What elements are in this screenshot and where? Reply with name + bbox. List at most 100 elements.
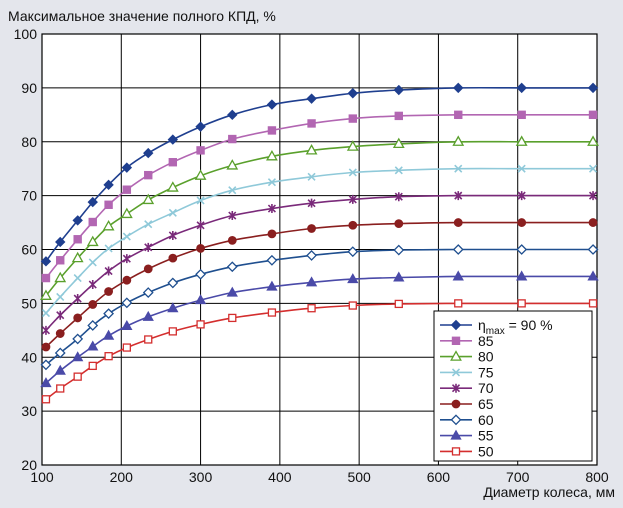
point-80-105	[40, 289, 52, 300]
point-90-300	[195, 121, 206, 132]
point-70-123	[56, 310, 65, 320]
point-50-390	[267, 308, 277, 317]
point-70-705	[517, 191, 526, 201]
point-50-184	[104, 352, 113, 361]
point-50-164	[88, 361, 97, 371]
point-60-550	[393, 244, 405, 256]
x-tick-label-200: 200	[110, 469, 134, 485]
series-90	[40, 82, 599, 267]
y-tick-label-50: 50	[21, 295, 37, 311]
point-50-123	[56, 384, 65, 393]
series-75	[41, 164, 598, 318]
x-tick-labels: 100 200 300 400 500 600 700 800	[30, 469, 609, 485]
point-85-265	[168, 158, 178, 167]
point-55-207	[121, 319, 133, 331]
point-60-145	[72, 333, 84, 345]
point-65-440	[307, 224, 316, 233]
legend-label-90: ηmax = 90 %	[478, 317, 553, 337]
point-85-207	[122, 185, 132, 194]
point-80-795	[587, 135, 599, 146]
legend-marker-75	[451, 368, 461, 377]
legend-marker-65	[451, 399, 461, 409]
point-75-492	[348, 168, 357, 177]
point-90-492	[347, 88, 359, 99]
chart-title: Максимальное значение полного КПД, %	[8, 8, 276, 24]
legend-label-75: 75	[478, 364, 494, 380]
point-90-123	[55, 236, 66, 248]
point-85-300	[196, 146, 205, 155]
point-55-300	[194, 294, 207, 305]
point-70-300	[196, 220, 205, 230]
point-50-300	[196, 320, 205, 329]
point-55-492	[347, 273, 359, 284]
legend-label-80: 80	[478, 349, 494, 365]
legend-marker-80	[450, 350, 462, 361]
point-50-234	[144, 335, 153, 344]
point-60-300	[195, 268, 206, 280]
point-55-440	[305, 276, 318, 287]
point-75-440	[307, 172, 316, 181]
y-tick-label-100: 100	[14, 26, 38, 42]
point-85-440	[307, 119, 316, 128]
series-50	[41, 299, 598, 404]
series-65	[41, 218, 598, 352]
point-50-625	[454, 299, 463, 308]
point-80-390	[266, 149, 278, 161]
x-tick-label-300: 300	[189, 469, 213, 485]
y-tick-label-20: 20	[21, 457, 37, 473]
point-70-207	[122, 254, 131, 264]
point-70-440	[307, 198, 316, 208]
point-65-300	[196, 244, 205, 253]
point-55-123	[54, 364, 66, 375]
point-60-184	[103, 308, 115, 320]
point-85-340	[228, 134, 237, 144]
point-60-492	[347, 246, 359, 258]
point-85-705	[517, 110, 526, 120]
point-90-390	[266, 99, 278, 110]
point-70-340	[228, 211, 237, 221]
point-50-340	[228, 313, 237, 323]
point-70-164	[88, 280, 97, 290]
point-70-625	[454, 191, 463, 201]
point-50-795	[588, 299, 598, 308]
point-65-340	[227, 235, 237, 245]
point-85-145	[73, 235, 82, 244]
point-85-625	[454, 110, 463, 120]
point-90-234	[143, 147, 154, 159]
point-65-795	[588, 218, 598, 227]
point-75-705	[517, 164, 526, 173]
point-55-234	[142, 310, 154, 321]
point-90-340	[227, 109, 238, 121]
series-70	[41, 191, 598, 335]
point-55-184	[102, 329, 115, 340]
y-tick-label-90: 90	[21, 80, 37, 96]
x-tick-label-100: 100	[30, 469, 54, 485]
point-55-164	[87, 340, 99, 351]
point-75-105	[41, 309, 51, 318]
point-90-164	[87, 196, 98, 208]
point-75-234	[144, 220, 153, 229]
point-65-145	[73, 313, 83, 323]
point-75-390	[267, 178, 276, 187]
point-90-795	[587, 82, 599, 94]
legend-marker-85	[451, 336, 461, 346]
point-85-105	[41, 273, 51, 283]
point-75-340	[228, 186, 237, 195]
point-85-123	[56, 256, 65, 265]
point-65-492	[348, 220, 358, 230]
legend-label-65: 65	[478, 396, 494, 412]
point-80-265	[166, 181, 179, 192]
point-85-234	[144, 170, 153, 180]
legend-label-55: 55	[478, 428, 494, 444]
point-75-265	[168, 208, 177, 217]
point-55-705	[516, 270, 528, 281]
point-80-300	[194, 169, 207, 180]
point-65-234	[143, 264, 153, 274]
point-50-105	[41, 395, 51, 404]
point-55-265	[167, 302, 179, 313]
point-70-184	[104, 266, 113, 276]
legend-marker-55	[450, 429, 462, 440]
point-90-705	[516, 82, 527, 94]
point-85-550	[394, 111, 403, 121]
y-tick-label-60: 60	[21, 242, 37, 258]
